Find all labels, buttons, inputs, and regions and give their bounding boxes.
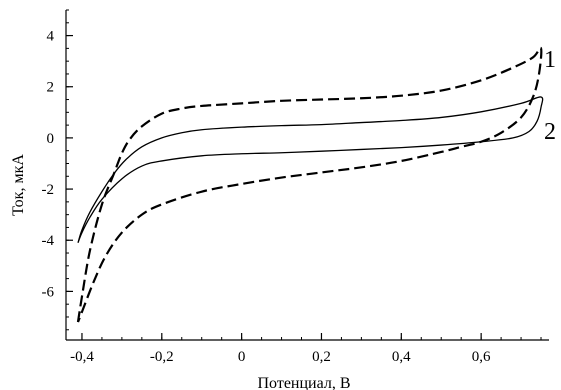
x-tick-label: 0 <box>238 349 246 365</box>
y-tick-label: -2 <box>42 182 55 198</box>
curve-label-2: 2 <box>544 119 556 145</box>
y-tick-label: -4 <box>42 233 55 249</box>
series-line-1 <box>76 46 543 323</box>
series-line-2 <box>77 96 544 244</box>
x-tick-label: 0,2 <box>312 349 331 365</box>
y-axis-title: Ток, мкА <box>10 154 27 216</box>
y-tick-label: 4 <box>47 29 55 45</box>
x-axis-title: Потенциал, В <box>257 375 350 390</box>
curve-label-1: 1 <box>544 47 556 73</box>
x-tick-label: -0,2 <box>150 349 174 365</box>
major-ticks <box>66 34 482 340</box>
series-layer <box>76 46 544 323</box>
x-tick-label: 0,6 <box>472 349 491 365</box>
minor-ticks <box>66 9 542 340</box>
x-tick-label: -0,4 <box>70 349 94 365</box>
y-tick-labels: 4 2 0 -2 -4 -6 <box>42 29 55 301</box>
y-tick-label: 2 <box>47 80 55 96</box>
x-tick-label: 0,4 <box>392 349 411 365</box>
x-tick-labels: -0,4 -0,2 0 0,2 0,4 0,6 <box>70 349 491 365</box>
y-tick-label: 0 <box>47 131 55 147</box>
y-tick-label: -6 <box>42 284 55 300</box>
